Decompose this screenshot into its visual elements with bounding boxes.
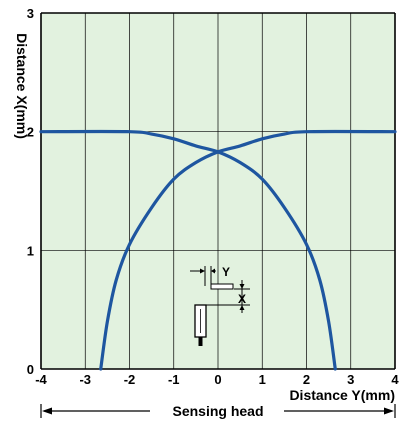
x-dimension-arrowhead-bottom bbox=[239, 305, 245, 310]
y-tick-label: 0 bbox=[27, 362, 34, 377]
y-axis-title: Distance X(mm) bbox=[14, 33, 30, 139]
x-tick-label: 3 bbox=[347, 372, 354, 387]
x-tick-label: 0 bbox=[214, 372, 221, 387]
y-tick-label: 3 bbox=[27, 6, 34, 21]
series-line-1 bbox=[39, 129, 337, 371]
series-line-2 bbox=[99, 129, 397, 371]
sensing-head-cable bbox=[198, 337, 203, 346]
x-tick-label: -4 bbox=[35, 372, 47, 387]
x-tick-label: -1 bbox=[168, 372, 180, 387]
x-tick-label: -2 bbox=[124, 372, 136, 387]
sensing-head-label: Sensing head bbox=[172, 403, 263, 419]
target-plate bbox=[210, 283, 234, 290]
y-dimension-arrowhead-left bbox=[200, 268, 205, 274]
x-axis-title: Distance Y(mm) bbox=[289, 387, 395, 403]
x-tick-labels: -4 -3 -2 -1 0 1 2 3 4 bbox=[35, 372, 399, 387]
sensor-diagram: Y X bbox=[190, 265, 250, 346]
series-group bbox=[39, 129, 397, 371]
inset-y-label: Y bbox=[222, 265, 230, 279]
y-tick-label: 1 bbox=[27, 243, 34, 258]
sensing-head-span: Sensing head bbox=[40, 403, 396, 419]
x-tick-label: 2 bbox=[303, 372, 310, 387]
y-tick-labels: 0 1 2 3 bbox=[27, 6, 34, 377]
span-left-arrowhead bbox=[42, 407, 52, 415]
y-dimension-arrowhead-right bbox=[211, 268, 215, 274]
x-tick-label: 4 bbox=[391, 372, 399, 387]
span-right-arrowhead bbox=[384, 407, 394, 415]
inset-x-label: X bbox=[238, 292, 246, 306]
x-tick-label: 1 bbox=[259, 372, 266, 387]
y-tick-label: 2 bbox=[27, 125, 34, 140]
x-dimension-arrowhead-top bbox=[239, 284, 245, 289]
x-tick-label: -3 bbox=[79, 372, 91, 387]
